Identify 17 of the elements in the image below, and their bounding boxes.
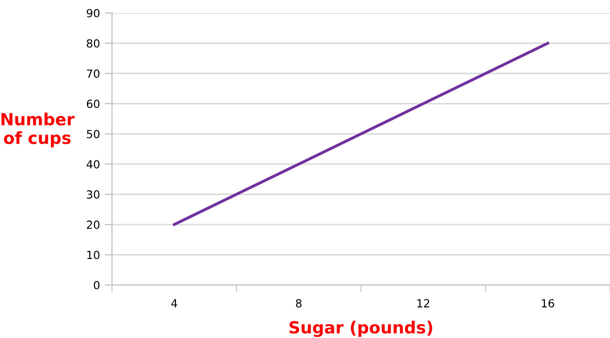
x-tick-label: 12 bbox=[417, 299, 430, 308]
y-tick-label: 30 bbox=[86, 190, 100, 199]
y-axis-title: Number of cups bbox=[2, 112, 75, 148]
y-tick-label: 50 bbox=[86, 130, 100, 138]
x-axis-title: Sugar (pounds) bbox=[290, 320, 432, 338]
y-tick-label: 10 bbox=[87, 250, 100, 260]
y-tick-label: 40 bbox=[86, 160, 100, 168]
line-series bbox=[172, 42, 550, 226]
y-tick-label: 90 bbox=[86, 8, 100, 18]
y-tick-label: 80 bbox=[86, 39, 100, 48]
x-tick-label: 8 bbox=[296, 299, 302, 308]
y-tick-label: 60 bbox=[86, 100, 100, 108]
y-tick-label: 20 bbox=[86, 220, 100, 229]
y-tick-label: 70 bbox=[86, 69, 100, 78]
x-tick-label: 4 bbox=[171, 299, 178, 308]
x-tick-label: 16 bbox=[542, 299, 554, 308]
y-tick-label: 0 bbox=[94, 280, 100, 290]
